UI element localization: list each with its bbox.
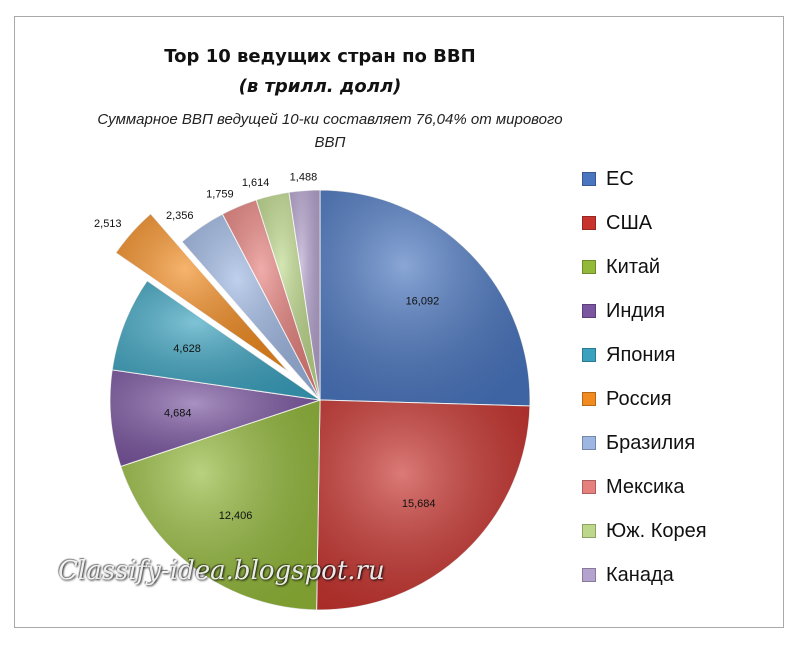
legend-swatch: [582, 568, 596, 582]
legend-item-10: Канада: [582, 560, 674, 590]
legend-label: США: [606, 211, 653, 234]
legend-swatch: [582, 524, 596, 538]
legend-swatch: [582, 216, 596, 230]
data-label-9: 1,614: [242, 177, 270, 189]
data-label-2: 15,684: [402, 498, 436, 510]
data-label-6: 2,513: [94, 218, 122, 230]
legend-label: Канада: [606, 563, 674, 586]
legend-label: Мексика: [606, 475, 685, 498]
legend-item-3: Китай: [582, 252, 660, 282]
chart-unit-label: (в трилл. долл): [238, 76, 402, 97]
watermark: Classify-idea.blogspot.ru: [58, 556, 385, 586]
chart-title: Top 10 ведущих стран по ВВП: [164, 46, 476, 67]
legend-swatch: [582, 304, 596, 318]
legend-label: Бразилия: [606, 431, 696, 454]
legend-item-9: Юж. Корея: [582, 516, 707, 546]
legend-item-2: США: [582, 208, 652, 238]
data-label-1: 16,092: [406, 295, 440, 307]
legend-label: Китай: [606, 255, 661, 278]
legend-swatch: [582, 392, 596, 406]
legend-label: Япония: [606, 343, 676, 366]
legend-item-4: Индия: [582, 296, 665, 326]
legend-item-1: ЕС: [582, 164, 634, 194]
data-label-8: 1,759: [206, 188, 234, 200]
chart-subtitle: Суммарное ВВП ведущей 10-ки составляет 7…: [97, 111, 563, 151]
legend-label: Индия: [606, 299, 666, 322]
legend-swatch: [582, 436, 596, 450]
data-label-10: 1,488: [290, 172, 318, 184]
data-label-7: 2,356: [166, 210, 194, 222]
legend-swatch: [582, 260, 596, 274]
legend-swatch: [582, 480, 596, 494]
legend-item-7: Бразилия: [582, 428, 695, 458]
data-label-4: 4,684: [164, 408, 192, 420]
legend-label: Юж. Корея: [606, 519, 707, 542]
legend-item-5: Япония: [582, 340, 675, 370]
legend-item-8: Мексика: [582, 472, 684, 502]
legend-label: ЕС: [606, 167, 634, 190]
legend-item-6: Россия: [582, 384, 672, 414]
legend-swatch: [582, 172, 596, 186]
legend-label: Россия: [606, 387, 672, 410]
data-label-3: 12,406: [219, 510, 253, 522]
legend-swatch: [582, 348, 596, 362]
data-label-5: 4,628: [173, 343, 201, 355]
